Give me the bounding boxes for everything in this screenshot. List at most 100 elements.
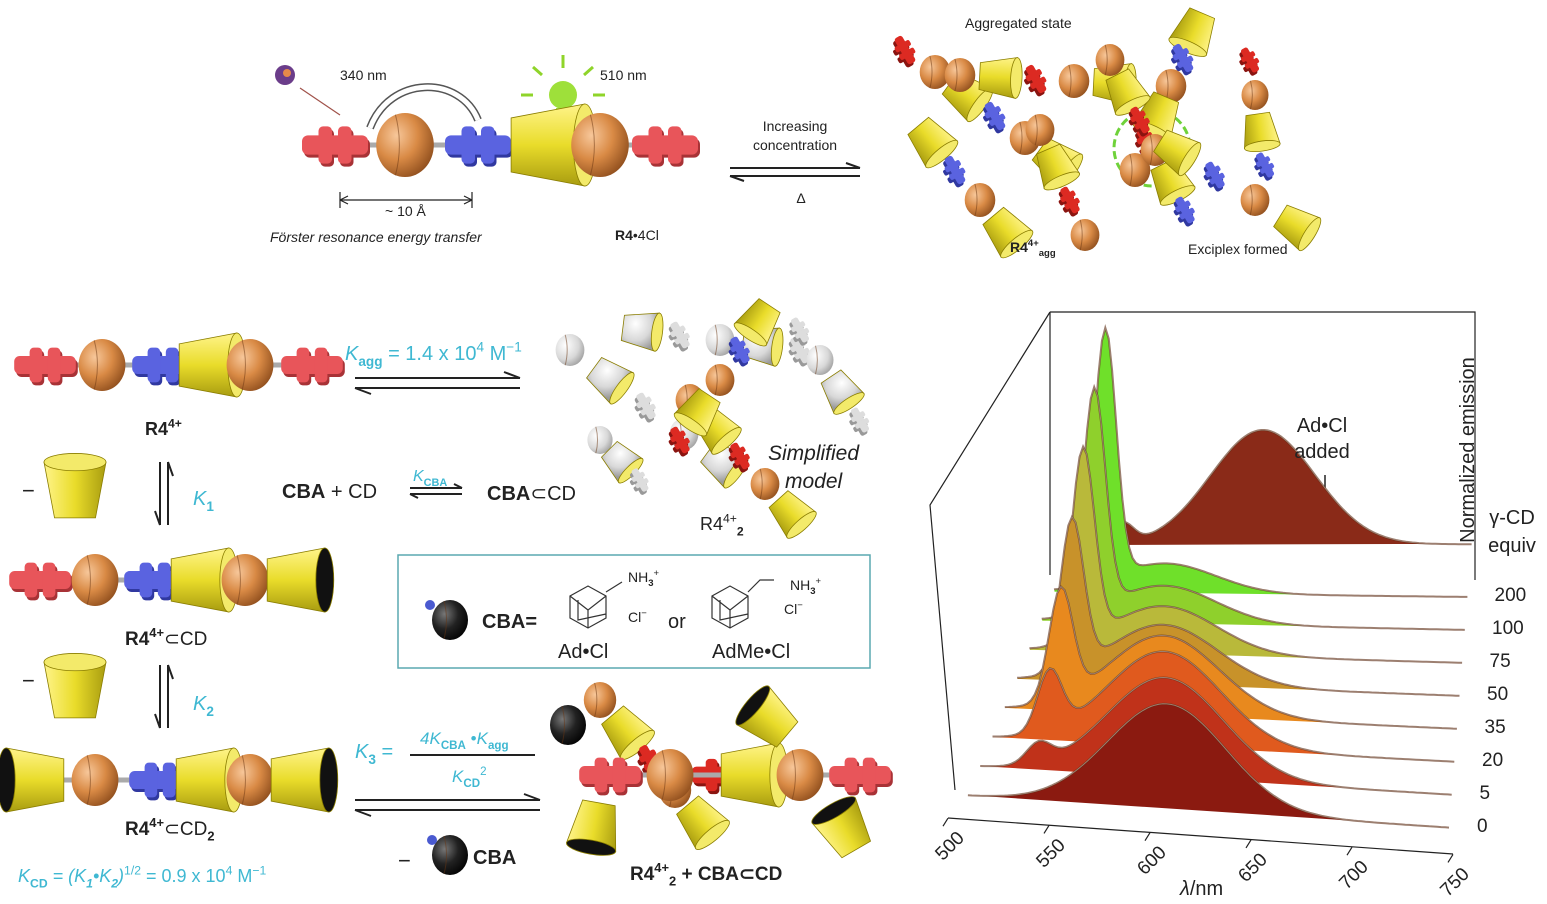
text-part: R4 xyxy=(1010,239,1028,255)
macrocycle xyxy=(1070,219,1100,251)
cone-rim xyxy=(695,819,730,850)
text-part: ⊂CD xyxy=(530,483,576,505)
unit-arm xyxy=(139,562,153,598)
text-part: Cl xyxy=(784,601,797,617)
label: CBA xyxy=(473,847,516,869)
annotation: Ad•Cl xyxy=(1297,415,1347,437)
viologen-unit xyxy=(1239,47,1260,76)
unit-arm xyxy=(989,113,1006,126)
cyclodextrin xyxy=(768,490,817,539)
text-part: K xyxy=(413,468,425,485)
series-label: 0 xyxy=(1477,816,1488,837)
text-part: 500 xyxy=(931,828,968,865)
cyclodextrin xyxy=(266,547,335,613)
text-part: equiv xyxy=(1488,535,1536,557)
series-label: 75 xyxy=(1490,651,1511,672)
unit-body xyxy=(1130,106,1150,134)
cyclodextrin xyxy=(43,453,107,519)
unit-arm xyxy=(1209,172,1225,185)
text-part: K xyxy=(355,741,370,763)
adamantane xyxy=(569,585,607,629)
equilibrium-arrows xyxy=(154,162,861,817)
bond xyxy=(605,579,774,593)
text-part: − xyxy=(398,848,411,873)
text-part: M xyxy=(232,866,252,886)
viologen-unit xyxy=(579,757,643,796)
spectrum-outline xyxy=(992,650,1455,763)
text-part: 2 xyxy=(110,876,118,890)
text-part: K xyxy=(18,866,31,886)
cyclodextrin xyxy=(1273,204,1322,252)
text-part: − xyxy=(22,668,35,693)
label: Cl− xyxy=(784,600,803,617)
text-part: K xyxy=(477,729,489,748)
macrocycle xyxy=(587,426,613,454)
x-tick-label: 750 xyxy=(1436,864,1473,901)
text-part: Δ xyxy=(796,190,805,206)
text-part: 4+ xyxy=(149,625,164,640)
text-part: Normalized emission xyxy=(1457,357,1479,543)
text-part: Exciplex formed xyxy=(1188,241,1288,257)
cyclodextrin xyxy=(586,357,635,405)
macrocycle-rim xyxy=(974,183,978,217)
label: Simplified xyxy=(768,442,860,465)
text-part: 4 xyxy=(226,863,233,877)
macrocycle-rim xyxy=(241,340,246,390)
cone-rim xyxy=(566,838,617,856)
label: − xyxy=(22,478,35,503)
unit-arm xyxy=(612,757,626,793)
text-part: 4 xyxy=(476,340,484,355)
unit-arm xyxy=(1064,197,1080,210)
unit-body xyxy=(579,766,641,784)
x-tick xyxy=(1043,825,1050,834)
text-part: R4 xyxy=(630,864,655,885)
macrocycle-rim xyxy=(661,750,666,800)
unit-arm xyxy=(1136,132,1153,145)
label: CBA⊂CD xyxy=(487,483,576,505)
cyclodextrin xyxy=(733,298,781,347)
label: Aggregated state xyxy=(965,15,1072,31)
cyclodextrin xyxy=(978,57,1023,99)
adamantane xyxy=(711,585,749,629)
x-tick-label: 500 xyxy=(931,828,968,865)
unit-body xyxy=(636,392,656,420)
unit-body xyxy=(1172,43,1194,73)
macrocycle xyxy=(376,113,434,177)
unit-arm xyxy=(1244,57,1260,69)
unit-arm xyxy=(790,321,806,333)
viologen-unit xyxy=(14,347,78,386)
macrocycle-rim xyxy=(394,114,400,176)
cyclodextrin xyxy=(600,440,644,484)
text-part: model xyxy=(785,470,844,493)
viologen-unit xyxy=(1173,196,1195,227)
text-part: CBA= xyxy=(482,611,537,633)
macrocycle xyxy=(78,339,126,391)
cyclodextrin xyxy=(620,312,664,352)
text-part: 35 xyxy=(1485,717,1506,738)
text-part: R4 xyxy=(145,419,168,439)
unit-arm xyxy=(636,396,652,409)
text-part: R4 xyxy=(125,819,150,840)
unit-body xyxy=(1175,196,1195,224)
text-part: = 1.4 x 10 xyxy=(383,343,477,365)
macrocycle xyxy=(1025,114,1055,146)
text-part: − xyxy=(641,608,647,619)
unit-arm xyxy=(42,562,56,598)
macrocycle-rim xyxy=(1129,153,1133,187)
text-part: agg xyxy=(358,354,382,369)
x-axis-label: λ/nm xyxy=(1179,878,1223,900)
label: R44+⊂CD xyxy=(125,625,207,650)
molecules xyxy=(0,7,1322,875)
macrocycle xyxy=(705,364,735,396)
text-part: 2 xyxy=(669,874,676,889)
unit-arm xyxy=(24,562,38,598)
cone-rim xyxy=(735,685,771,726)
series-label: 200 xyxy=(1495,585,1527,606)
x-tick xyxy=(1144,832,1151,841)
label: Kagg = 1.4 x 104 M−1 xyxy=(345,340,522,369)
text-part: • xyxy=(93,866,99,886)
cyclodextrin xyxy=(735,685,799,748)
macrocycle xyxy=(71,754,119,806)
unit-arm xyxy=(1172,48,1189,61)
text-part: 700 xyxy=(1335,857,1372,894)
